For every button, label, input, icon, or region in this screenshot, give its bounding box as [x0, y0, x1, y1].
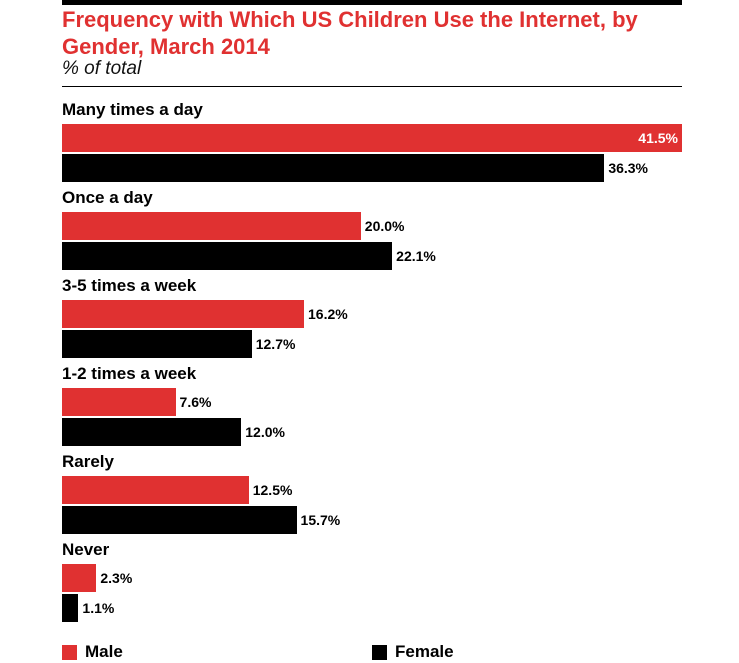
legend-male-swatch — [62, 644, 77, 660]
legend-male-label: Male — [85, 642, 123, 661]
male-bar — [62, 476, 249, 504]
female-value-label: 12.0% — [245, 424, 285, 440]
chart-subtitle: % of total — [62, 58, 142, 79]
male-bar — [62, 124, 682, 152]
legend-female-swatch — [372, 644, 387, 660]
category-label: Many times a day — [62, 100, 203, 119]
male-value-label: 16.2% — [308, 306, 348, 322]
female-bar — [62, 506, 297, 534]
category-label: Never — [62, 540, 110, 559]
male-bar — [62, 212, 361, 240]
top-rule — [62, 0, 682, 5]
female-value-label: 15.7% — [300, 512, 341, 528]
category-label: Once a day — [62, 188, 153, 207]
legend-female: Female — [372, 642, 454, 662]
male-bar — [62, 300, 305, 328]
header-rule — [62, 86, 682, 87]
male-value-label: 20.0% — [364, 218, 405, 234]
chart-title: Frequency with Which US Children Use the… — [62, 7, 638, 59]
female-value-label: 12.7% — [255, 336, 296, 352]
female-bar — [62, 242, 393, 270]
female-value-label: 22.1% — [396, 248, 436, 264]
female-bar — [62, 154, 605, 182]
category-label: 3-5 times a week — [62, 276, 197, 295]
female-bar — [62, 418, 242, 446]
male-value-label: 2.3% — [100, 570, 133, 586]
legend-male: Male — [62, 642, 123, 662]
legend-female-label: Female — [395, 642, 454, 661]
male-value-label: 41.5% — [638, 130, 678, 146]
female-bar — [62, 594, 79, 622]
male-bar — [62, 564, 97, 592]
category-label: 1-2 times a week — [62, 364, 197, 383]
female-value-label: 36.3% — [608, 160, 649, 176]
male-bar — [62, 388, 176, 416]
female-value-label: 1.1% — [82, 600, 115, 616]
female-bar — [62, 330, 252, 358]
male-value-label: 12.5% — [252, 482, 293, 498]
category-label: Rarely — [62, 452, 114, 471]
male-value-label: 7.6% — [179, 394, 212, 410]
